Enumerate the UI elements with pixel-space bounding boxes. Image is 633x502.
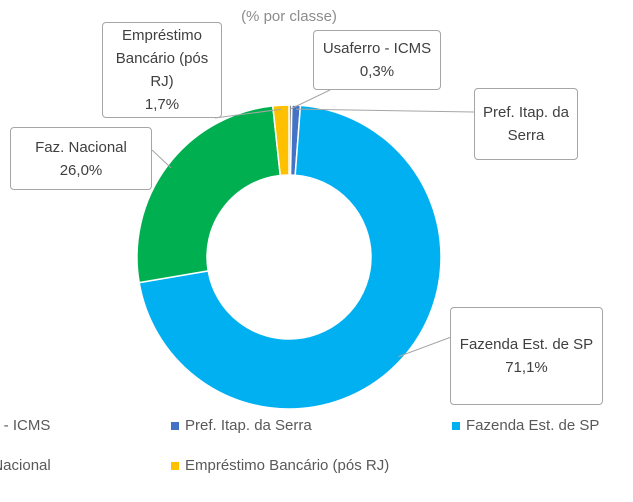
label-name: Faz. Nacional [35, 138, 127, 156]
legend-label: Fazenda Est. de SP [466, 417, 599, 434]
label-value: 26,0% [59, 161, 103, 179]
leader-line [151, 149, 172, 169]
legend-marker [171, 462, 179, 470]
leader-line [290, 89, 331, 110]
label-value: 0,3% [359, 63, 395, 80]
label-name: Empréstimo Bancário (pós RJ) [115, 27, 209, 90]
legend-label: Faz. Nacional [0, 457, 51, 474]
slice [136, 105, 282, 284]
legend-label: Usaferro - ICMS [0, 417, 50, 434]
label-value: 71,1% [505, 359, 548, 376]
data-label: Empréstimo Bancário (pós RJ) 1,7% [102, 22, 222, 118]
legend-label: Pref. Itap. da Serra [185, 417, 312, 434]
label-value: 1,7% [144, 96, 180, 113]
data-label: Fazenda Est. de SP 71,1% [450, 307, 603, 405]
slice [271, 104, 290, 177]
leader-line [214, 108, 282, 119]
leader-line [295, 108, 475, 113]
label-name: Usaferro - ICMS [322, 40, 432, 57]
data-label: Pref. Itap. da Serra [474, 88, 578, 160]
label-name: Pref. Itap. da Serra [483, 104, 569, 144]
legend-marker [171, 422, 179, 430]
slice [138, 104, 442, 410]
data-label: Usaferro - ICMS 0,3% [313, 30, 441, 90]
label-name: Fazenda Est. de SP [459, 336, 594, 353]
legend-label: Empréstimo Bancário (pós RJ) [185, 457, 389, 474]
chart-subtitle: (% por classe) [241, 8, 337, 25]
legend-marker [452, 422, 460, 430]
data-label: Faz. Nacional 26,0% [10, 127, 152, 190]
